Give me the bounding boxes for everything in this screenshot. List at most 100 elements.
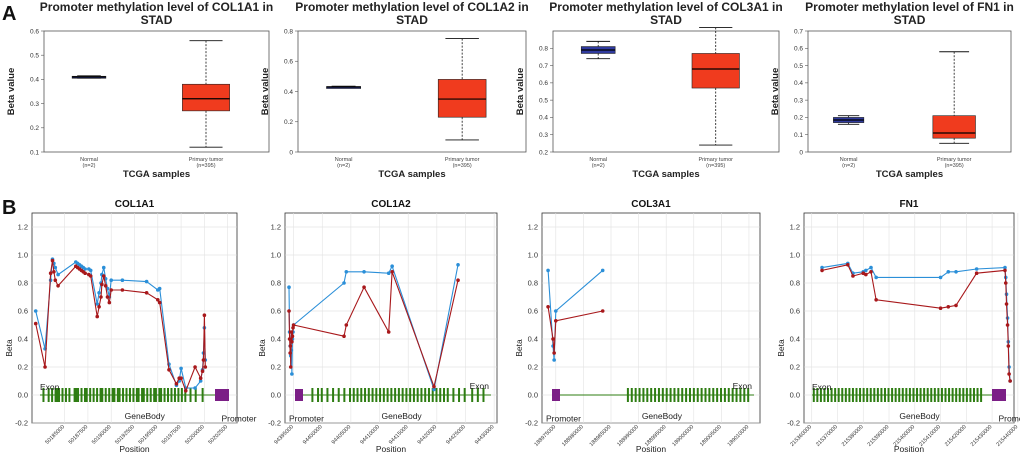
series-point-red bbox=[342, 334, 346, 339]
y-tick-label: 0.4 bbox=[528, 335, 538, 344]
series-point-red bbox=[56, 284, 60, 288]
exon-block bbox=[409, 388, 412, 402]
exon-block bbox=[661, 388, 664, 402]
series-point-blue bbox=[56, 272, 60, 277]
exon-block bbox=[54, 388, 57, 402]
series-point-red bbox=[202, 313, 207, 318]
exon-block bbox=[926, 388, 929, 402]
series-point-red bbox=[386, 330, 391, 334]
series-point-red bbox=[1006, 344, 1011, 348]
y-axis-label: Beta value bbox=[515, 68, 526, 116]
y-axis-label: Beta value bbox=[260, 68, 271, 116]
chart-title: COL1A2 bbox=[371, 199, 411, 210]
exon-block bbox=[862, 388, 865, 402]
exon-block bbox=[923, 388, 926, 402]
exon-block bbox=[173, 388, 176, 402]
category-n: (n=395) bbox=[453, 163, 472, 169]
x-tick-label: 50185000 bbox=[44, 424, 66, 446]
series-point-blue bbox=[157, 286, 162, 291]
series-point-blue bbox=[546, 268, 550, 273]
category-label: Normal bbox=[840, 157, 858, 163]
exon-block bbox=[866, 388, 869, 402]
x-tick-label: 94410000 bbox=[359, 424, 381, 446]
series-point-red bbox=[288, 365, 293, 369]
y-axis-label: Beta bbox=[4, 339, 14, 357]
axes-frame bbox=[541, 212, 761, 424]
chart-title: COL1A1 bbox=[115, 199, 155, 210]
series-point-blue bbox=[344, 270, 349, 274]
genebody-label: GeneBody bbox=[125, 411, 166, 421]
series-point-blue bbox=[53, 265, 58, 270]
exon-block bbox=[912, 388, 915, 402]
x-tick-label: 50192500 bbox=[114, 424, 136, 446]
exon-block bbox=[887, 388, 890, 402]
x-tick-label: 188975000 bbox=[534, 424, 558, 448]
exon-block bbox=[367, 388, 370, 402]
exon-block bbox=[201, 388, 204, 402]
category-n: (n=2) bbox=[337, 163, 350, 169]
exon-block bbox=[688, 388, 691, 402]
y-tick-label: 0.2 bbox=[18, 363, 28, 372]
series-point-blue bbox=[109, 278, 114, 283]
series-point-blue bbox=[1003, 265, 1007, 270]
y-tick-label: 0.2 bbox=[30, 125, 39, 132]
exon-block bbox=[111, 388, 114, 402]
x-tick-label: 188985000 bbox=[589, 424, 613, 448]
exon-block bbox=[89, 388, 92, 402]
series-point-blue bbox=[362, 270, 366, 274]
exon-block bbox=[844, 388, 847, 402]
exon-block bbox=[122, 388, 125, 402]
y-tick-label: 1.2 bbox=[790, 223, 800, 232]
y-tick-label: 0 bbox=[289, 149, 293, 156]
exon-block bbox=[170, 388, 173, 402]
chart-title-line: STAD bbox=[894, 13, 926, 27]
promoter-label: Promoter bbox=[222, 414, 257, 424]
y-tick-label: 0.1 bbox=[794, 132, 803, 139]
genebody-label: GeneBody bbox=[642, 411, 683, 421]
category-n: (n=395) bbox=[196, 163, 215, 169]
series-point-red bbox=[103, 284, 108, 288]
exon-block bbox=[944, 388, 947, 402]
exon-block bbox=[894, 388, 897, 402]
y-tick-label: 0.4 bbox=[539, 115, 548, 122]
x-axis-label: Position bbox=[119, 444, 150, 454]
promoter-label: Promoter bbox=[546, 414, 581, 424]
x-tick-label: 50187500 bbox=[68, 424, 90, 446]
box-iqr bbox=[182, 83, 230, 112]
exon-block bbox=[189, 388, 192, 402]
exon-block bbox=[951, 388, 954, 402]
exon-block bbox=[685, 388, 688, 402]
series-point-red bbox=[551, 337, 555, 341]
y-tick-label: -0.2 bbox=[525, 419, 538, 428]
category-label: Primary tumor bbox=[698, 157, 733, 163]
y-tick-label: 0.3 bbox=[30, 101, 39, 108]
series-point-red bbox=[287, 337, 292, 341]
exon-block bbox=[125, 388, 128, 402]
category-n: (n=395) bbox=[945, 163, 964, 169]
y-tick-label: 0.4 bbox=[284, 89, 293, 96]
series-point-red bbox=[1003, 281, 1008, 285]
promoter-label: Promoter bbox=[999, 414, 1020, 424]
y-tick-label: 0.4 bbox=[790, 335, 800, 344]
series-point-red bbox=[167, 368, 171, 372]
series-point-red bbox=[1007, 372, 1011, 376]
exon-block bbox=[394, 388, 397, 402]
exon-block bbox=[855, 388, 858, 402]
series-point-blue bbox=[552, 358, 556, 362]
series-point-red bbox=[290, 334, 295, 339]
series-point-red bbox=[864, 272, 868, 277]
promoter-block bbox=[295, 389, 303, 401]
box-tumor bbox=[437, 38, 487, 141]
exon-block bbox=[630, 388, 633, 402]
series-point-blue bbox=[97, 291, 101, 295]
exon-block bbox=[128, 388, 131, 402]
exon-block bbox=[916, 388, 919, 402]
exon-block bbox=[708, 388, 711, 402]
series-point-blue bbox=[198, 379, 203, 383]
promoter-label: Promoter bbox=[289, 414, 324, 424]
category-label: Normal bbox=[589, 157, 607, 163]
series-point-red bbox=[290, 340, 294, 344]
series-point-red bbox=[99, 295, 103, 299]
exon-block bbox=[412, 388, 415, 402]
